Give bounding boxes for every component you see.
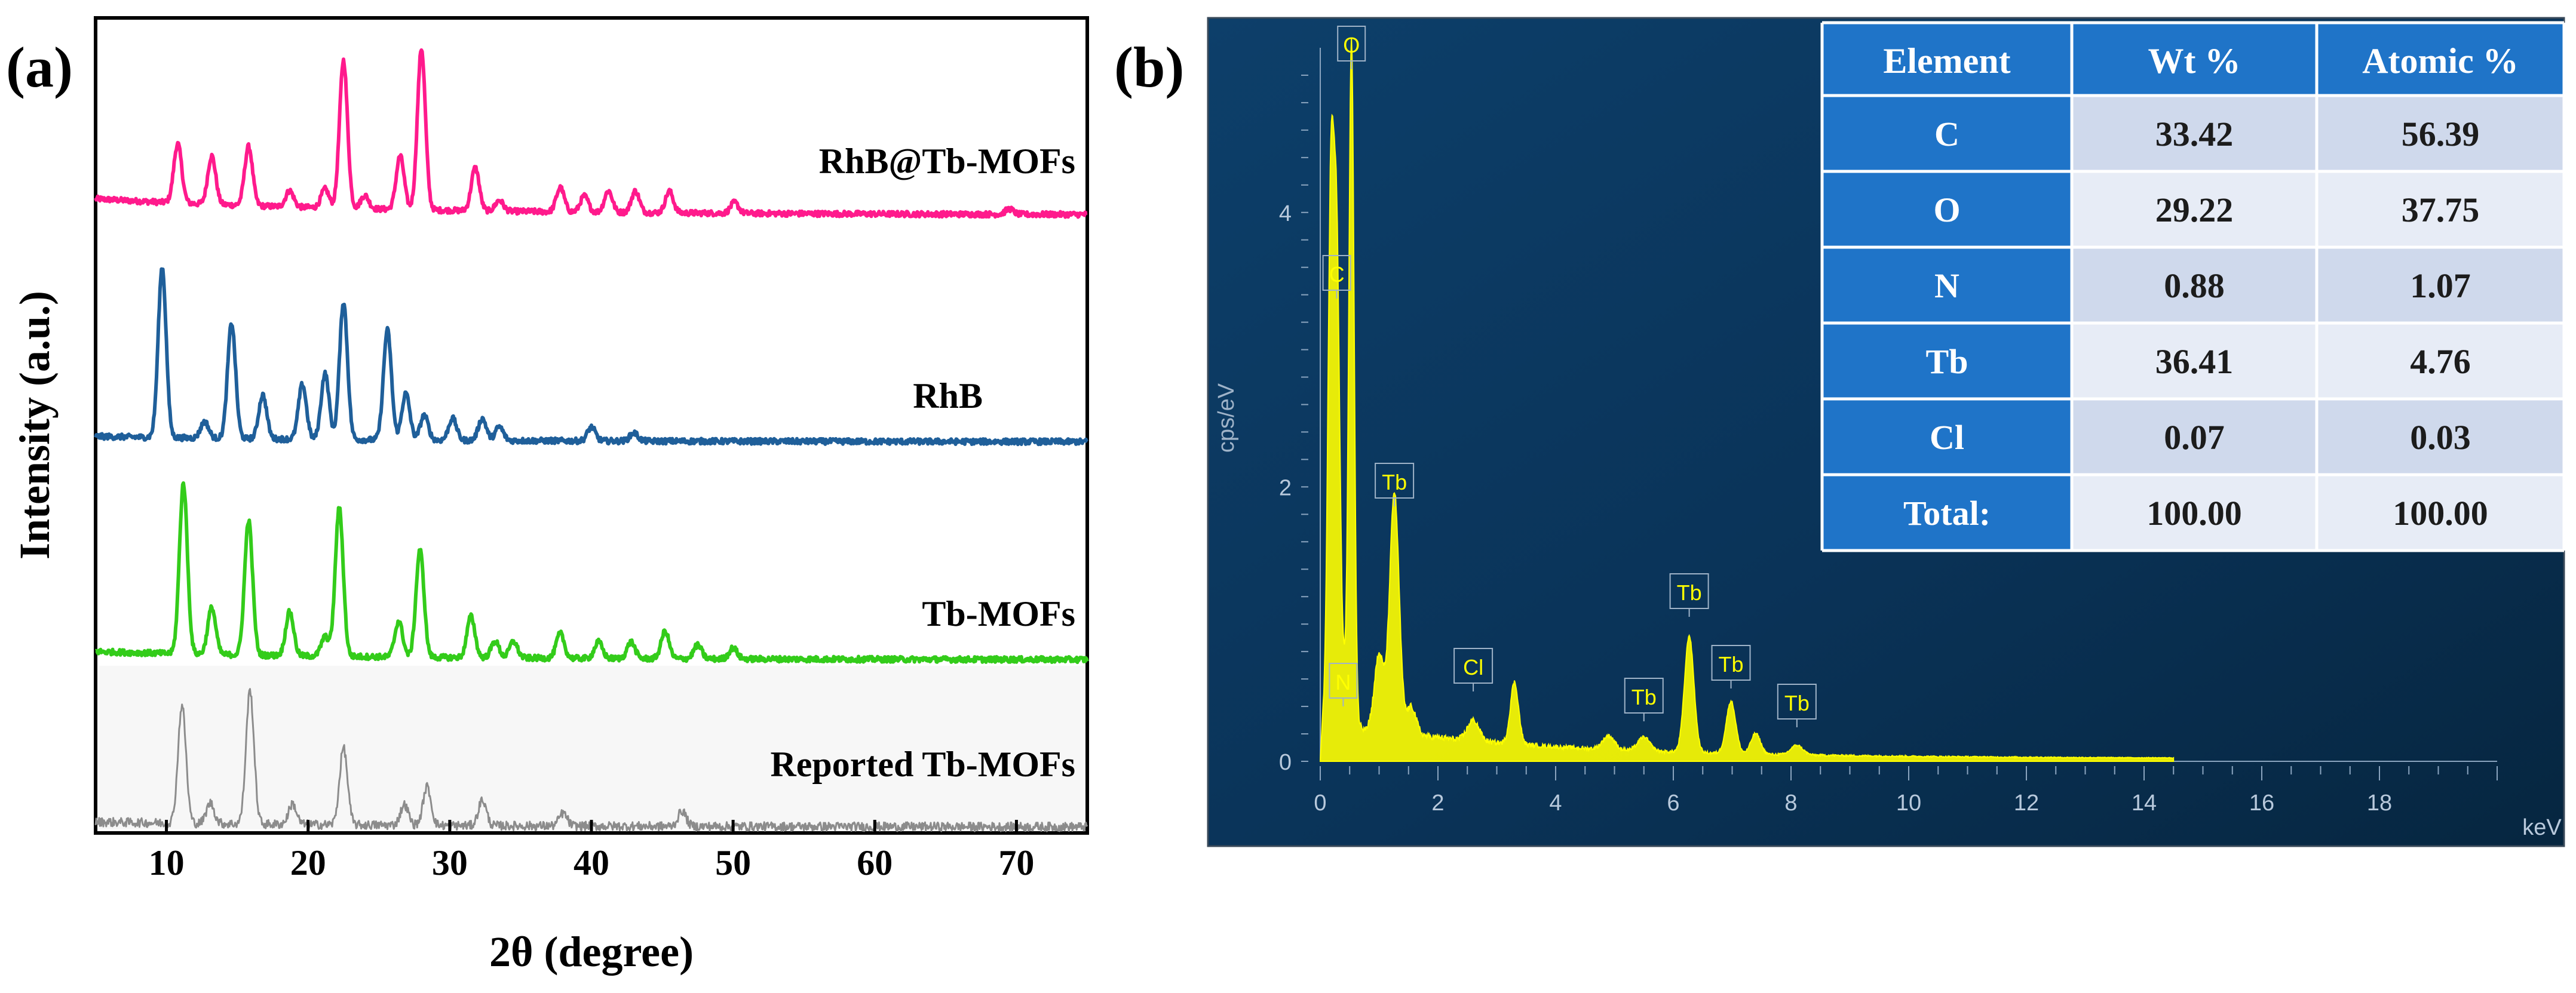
eds-x-tick-label: 10: [1896, 791, 1921, 816]
xrd-series-label: Reported Tb-MOFs: [770, 745, 1075, 784]
xrd-x-tick-label: 70: [998, 843, 1034, 883]
table-row-head-cell: [1822, 323, 2072, 399]
table-row-head-cell: [1822, 399, 2072, 475]
eds-x-tick-label: 14: [2132, 791, 2157, 816]
table-row-head-cell: [1822, 96, 2072, 171]
eds-peak-label: Cl: [1463, 655, 1483, 680]
eds-peak-label: N: [1335, 670, 1351, 694]
xrd-x-tick-label: 40: [574, 843, 609, 883]
table-row-head-cell: [1822, 475, 2072, 551]
composition-table: Element Wt % Atomic % C 33.42 56.39 O 29.22 37.7…: [1820, 21, 2566, 552]
eds-peak-label: Tb: [1632, 685, 1657, 709]
eds-peak-label: C: [1329, 262, 1345, 287]
table-cell: C: [1934, 115, 1959, 153]
xrd-x-tick-label: 60: [857, 843, 893, 883]
table-cell: 0.03: [2410, 418, 2471, 457]
eds-x-tick-label: 4: [1549, 791, 1562, 816]
table-header-cell: Wt %: [2148, 41, 2241, 81]
table-header-row: [1822, 23, 2564, 96]
eds-x-tick-label: 6: [1667, 791, 1679, 816]
xrd-series-label: RhB: [913, 376, 983, 416]
table-cell: 0.07: [2164, 418, 2225, 457]
table-header-cell: Atomic %: [2362, 41, 2519, 81]
panel-b-label: (b): [1114, 35, 1184, 99]
xrd-series-line: [94, 267, 1088, 447]
table-cell: 100.00: [2146, 494, 2242, 533]
eds-x-tick-label: 18: [2367, 791, 2392, 816]
panel-a-label: (a): [6, 35, 73, 99]
xrd-series-label: RhB@Tb-MOFs: [819, 142, 1075, 181]
table-row-head-cell: [1822, 247, 2072, 323]
eds-x-axis-unit: keV: [2522, 815, 2562, 840]
xrd-x-axis-title: 2θ (degree): [489, 928, 694, 976]
eds-x-tick-label: 8: [1784, 791, 1797, 816]
xrd-x-tick-label: 10: [149, 843, 185, 883]
xrd-series-line: [94, 48, 1088, 219]
xrd-chart: RhB@Tb-MOFs RhB Tb-MOFs Reported Tb-MOFs 10…: [11, 16, 1089, 976]
eds-x-tick-label: 16: [2249, 791, 2274, 816]
eds-x-tick-label: 0: [1314, 791, 1326, 816]
table-cell: 4.76: [2410, 342, 2471, 381]
xrd-x-tick-label: 50: [715, 843, 751, 883]
eds-y-tick-label: 2: [1279, 475, 1292, 500]
eds-x-tick-label: 12: [2014, 791, 2039, 816]
table-cell: 33.42: [2155, 115, 2234, 153]
xrd-series-label: Tb-MOFs: [922, 594, 1075, 634]
eds-peak-label: Tb: [1677, 580, 1702, 605]
eds-peak-label: Tb: [1719, 652, 1744, 677]
eds-spectrum-area: [1319, 38, 2175, 762]
table-cell: 100.00: [2393, 494, 2488, 533]
table-header-cell: Element: [1883, 41, 2010, 81]
eds-y-tick-label: 0: [1279, 750, 1292, 775]
table-row-head-cell: [1822, 171, 2072, 247]
xrd-series-line: [94, 481, 1089, 665]
eds-peak-label: Tb: [1784, 691, 1810, 715]
table-cell: 0.88: [2164, 266, 2225, 305]
xrd-y-axis-title: Intensity (a.u.): [11, 291, 59, 559]
table-cell: 1.07: [2410, 266, 2471, 305]
table-cell: N: [1934, 266, 1959, 305]
table-cell: 29.22: [2155, 190, 2234, 229]
table-cell: Total:: [1903, 494, 1991, 533]
table-cell: 36.41: [2155, 342, 2234, 381]
table-cell: 56.39: [2402, 115, 2480, 153]
xrd-x-tick-label: 20: [290, 843, 326, 883]
eds-x-tick-label: 2: [1431, 791, 1444, 816]
eds-y-axis-title: cps/eV: [1214, 383, 1239, 453]
table-cell: O: [1933, 190, 1960, 229]
xrd-x-tick-label: 30: [432, 843, 468, 883]
table-cell: 37.75: [2402, 190, 2480, 229]
xrd-reference-panel: [99, 666, 1084, 829]
eds-peak-label: Tb: [1382, 470, 1407, 494]
eds-y-tick-label: 4: [1279, 201, 1292, 226]
table-cell: Tb: [1926, 342, 1968, 381]
eds-peak-label: O: [1343, 33, 1360, 57]
table-cell: Cl: [1930, 418, 1964, 457]
